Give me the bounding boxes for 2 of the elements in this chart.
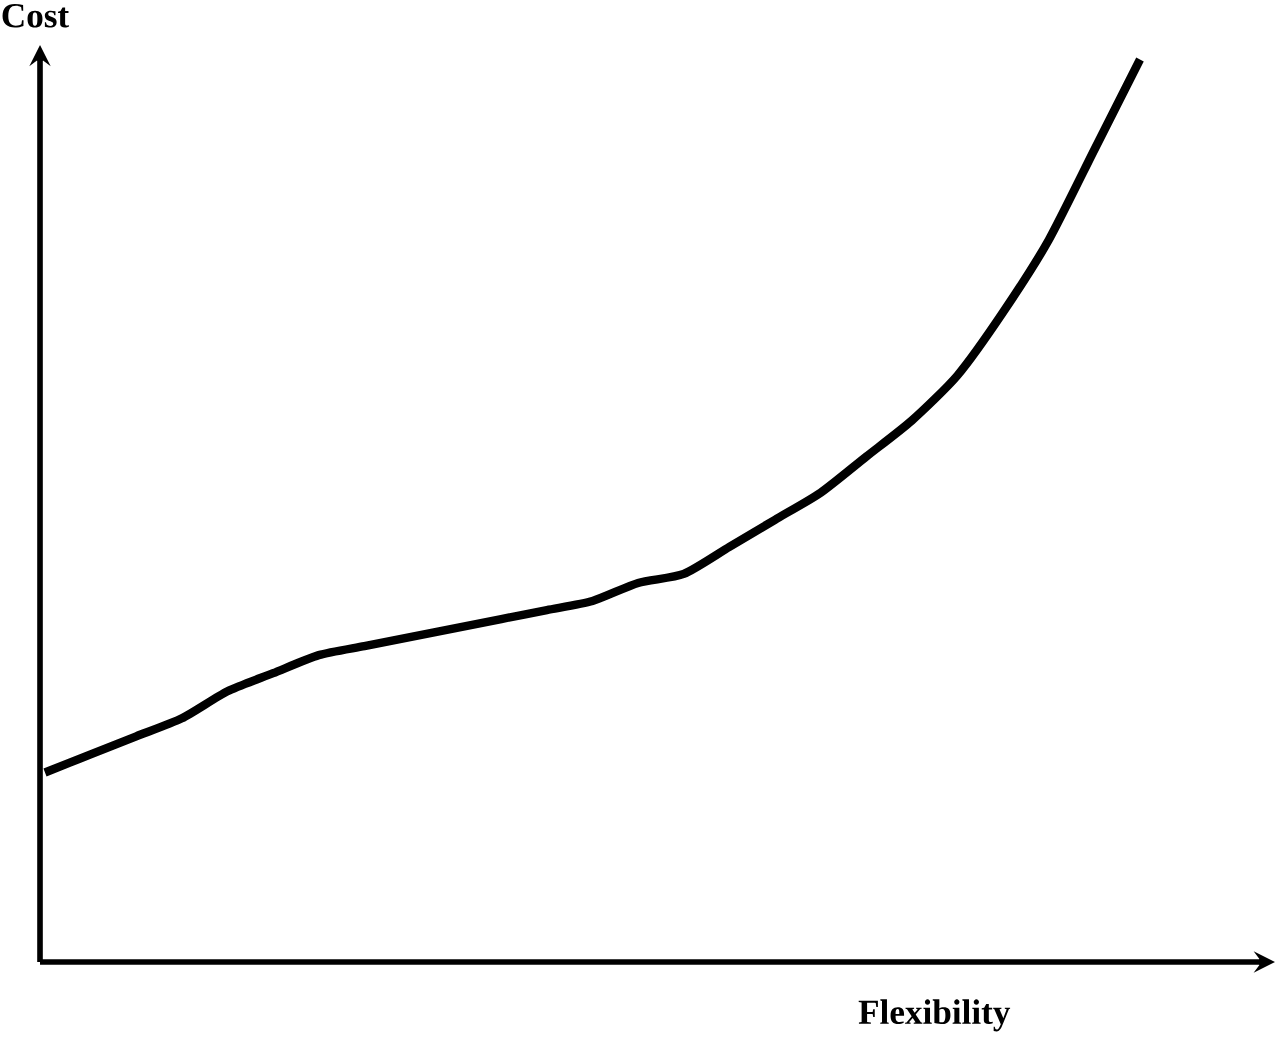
x-axis-title: Flexibility: [858, 999, 1011, 1032]
y-axis-title: Cost: [2, 3, 70, 28]
